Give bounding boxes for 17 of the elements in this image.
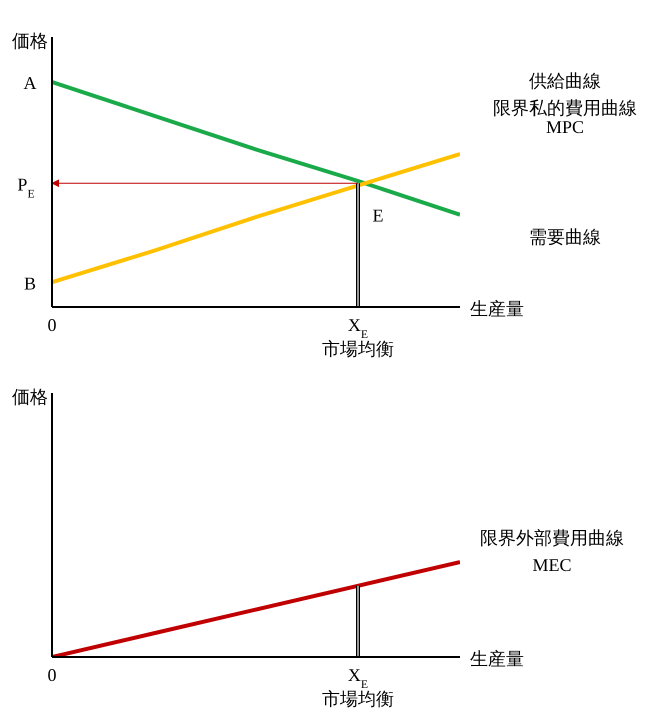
y-axis-title: 価格 bbox=[12, 31, 48, 51]
annotation: A bbox=[24, 73, 36, 93]
x-tick-label: 0 bbox=[48, 665, 56, 685]
text: 供給曲線 bbox=[529, 71, 601, 91]
annotation: B bbox=[24, 273, 36, 294]
series-label: 限界外部費用曲線 MEC bbox=[480, 528, 624, 576]
x-tick-label: X$_{E}$ 市場均衡 bbox=[322, 665, 394, 709]
y-axis-title: 価格 bbox=[12, 387, 48, 407]
text: 限界私的費用曲線 bbox=[493, 98, 637, 118]
annotation: E bbox=[372, 205, 384, 226]
text: 需要曲線 bbox=[529, 226, 601, 247]
x-axis-title: 生産量 bbox=[470, 649, 524, 669]
ref-line-label: P$_{E}$ bbox=[17, 174, 35, 200]
x-tick-label: 0 bbox=[48, 315, 56, 335]
text: MPC bbox=[546, 117, 584, 137]
x-tick-label: X$_{E}$ 市場均衡 bbox=[322, 315, 394, 359]
x-axis-title: 生産量 bbox=[470, 299, 524, 319]
